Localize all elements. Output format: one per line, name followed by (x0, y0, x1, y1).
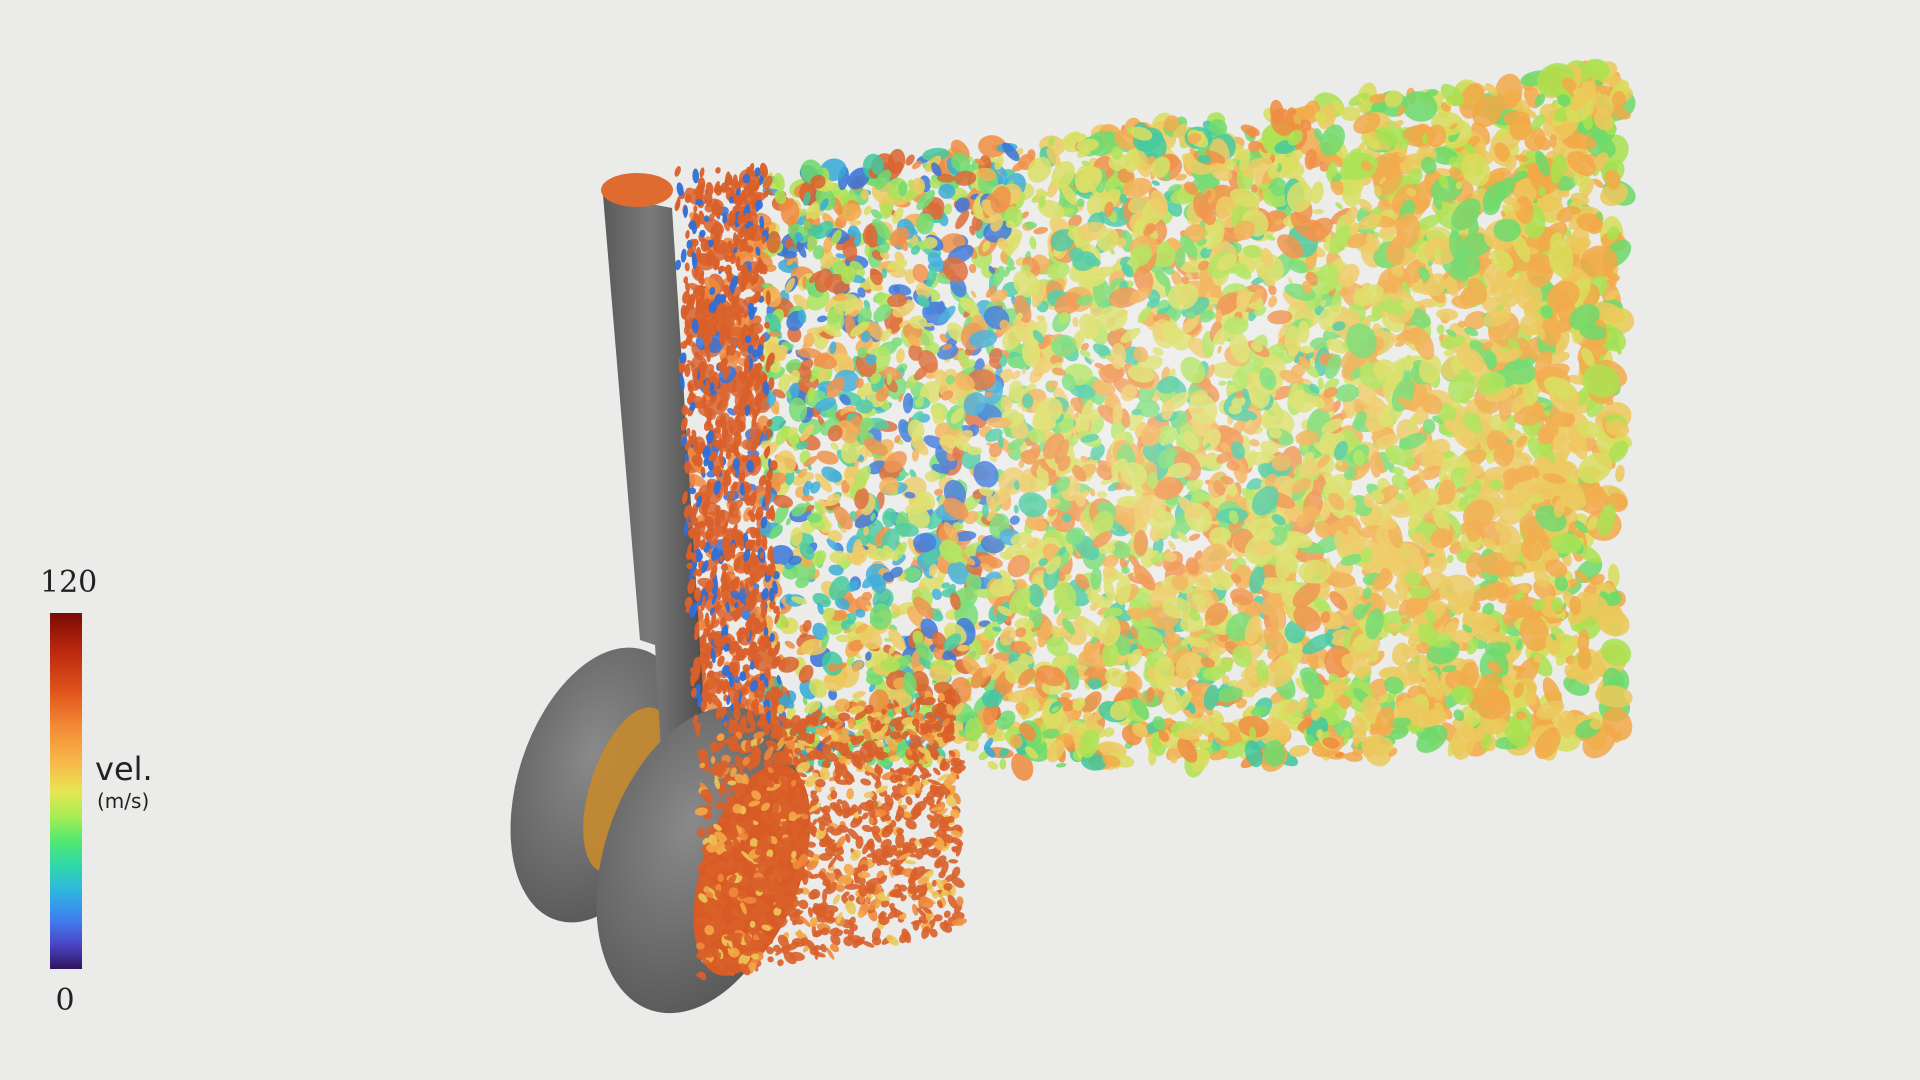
vortex-blob (1593, 109, 1614, 131)
vortex-blob (766, 188, 774, 196)
vortex-blob (1550, 153, 1565, 184)
vortex-blob (1579, 177, 1589, 194)
vortex-blob (1513, 682, 1524, 698)
vortex-blob (1585, 58, 1610, 81)
vortex-blob (1606, 226, 1620, 241)
vortex-blob (1494, 73, 1523, 110)
vortex-blob (1515, 711, 1527, 720)
vortex-blob (1523, 690, 1537, 706)
vortex-blob (1585, 593, 1610, 622)
vortex-blob (708, 693, 723, 708)
vortex-blob (1608, 106, 1631, 120)
vortex-blob (1531, 113, 1546, 131)
vortex-blob (1449, 123, 1458, 130)
vortex-blob (1602, 707, 1633, 741)
vortex-blob (1535, 150, 1551, 177)
vortex-blob (708, 212, 715, 222)
vortex-blob (1425, 89, 1438, 98)
vortex-blob (1605, 591, 1622, 607)
vortex-blob (1557, 710, 1576, 738)
vortex-blob (1509, 116, 1532, 141)
vortex-blob (1593, 178, 1604, 188)
vortex-blob (1472, 96, 1503, 128)
vortex-blob (1466, 710, 1481, 727)
vortex-blob (1534, 727, 1561, 760)
vortex-blob (1600, 182, 1629, 207)
vortex-blob (1494, 142, 1510, 162)
vortex-blob (1401, 91, 1438, 122)
vortex-blob (1571, 80, 1596, 111)
vortex-blob (1555, 637, 1577, 666)
vortex-blob (1451, 724, 1476, 760)
vortex-blob (802, 696, 808, 706)
vortex-blob (1581, 178, 1595, 199)
vortex-blob (1607, 272, 1620, 282)
vortex-blob (776, 704, 785, 715)
vortex-blob (1396, 104, 1406, 117)
vortex-wake (650, 58, 1650, 790)
vortex-blob (1505, 155, 1517, 172)
vortex-blob (1567, 151, 1596, 177)
vortex-blob (1611, 90, 1627, 109)
vortex-blob (1557, 94, 1571, 107)
vortex-blob (804, 700, 821, 714)
vortex-blob (762, 175, 773, 190)
vortex-blob (1416, 725, 1448, 753)
vortex-blob (1615, 231, 1622, 242)
vortex-blob (1564, 664, 1579, 680)
vortex-blob (1536, 700, 1565, 720)
vortex-blob (1514, 154, 1529, 162)
vortex-blob (1356, 96, 1366, 104)
vortex-blob (1549, 134, 1557, 148)
vortex-blob (1604, 169, 1621, 190)
vortex-blob (1496, 128, 1509, 140)
vortex-blob (1561, 77, 1577, 92)
vortex-blob (1551, 120, 1563, 127)
vortex-blob (1440, 83, 1465, 107)
vortex-blob (1570, 192, 1590, 206)
vortex-blob (1479, 718, 1508, 736)
